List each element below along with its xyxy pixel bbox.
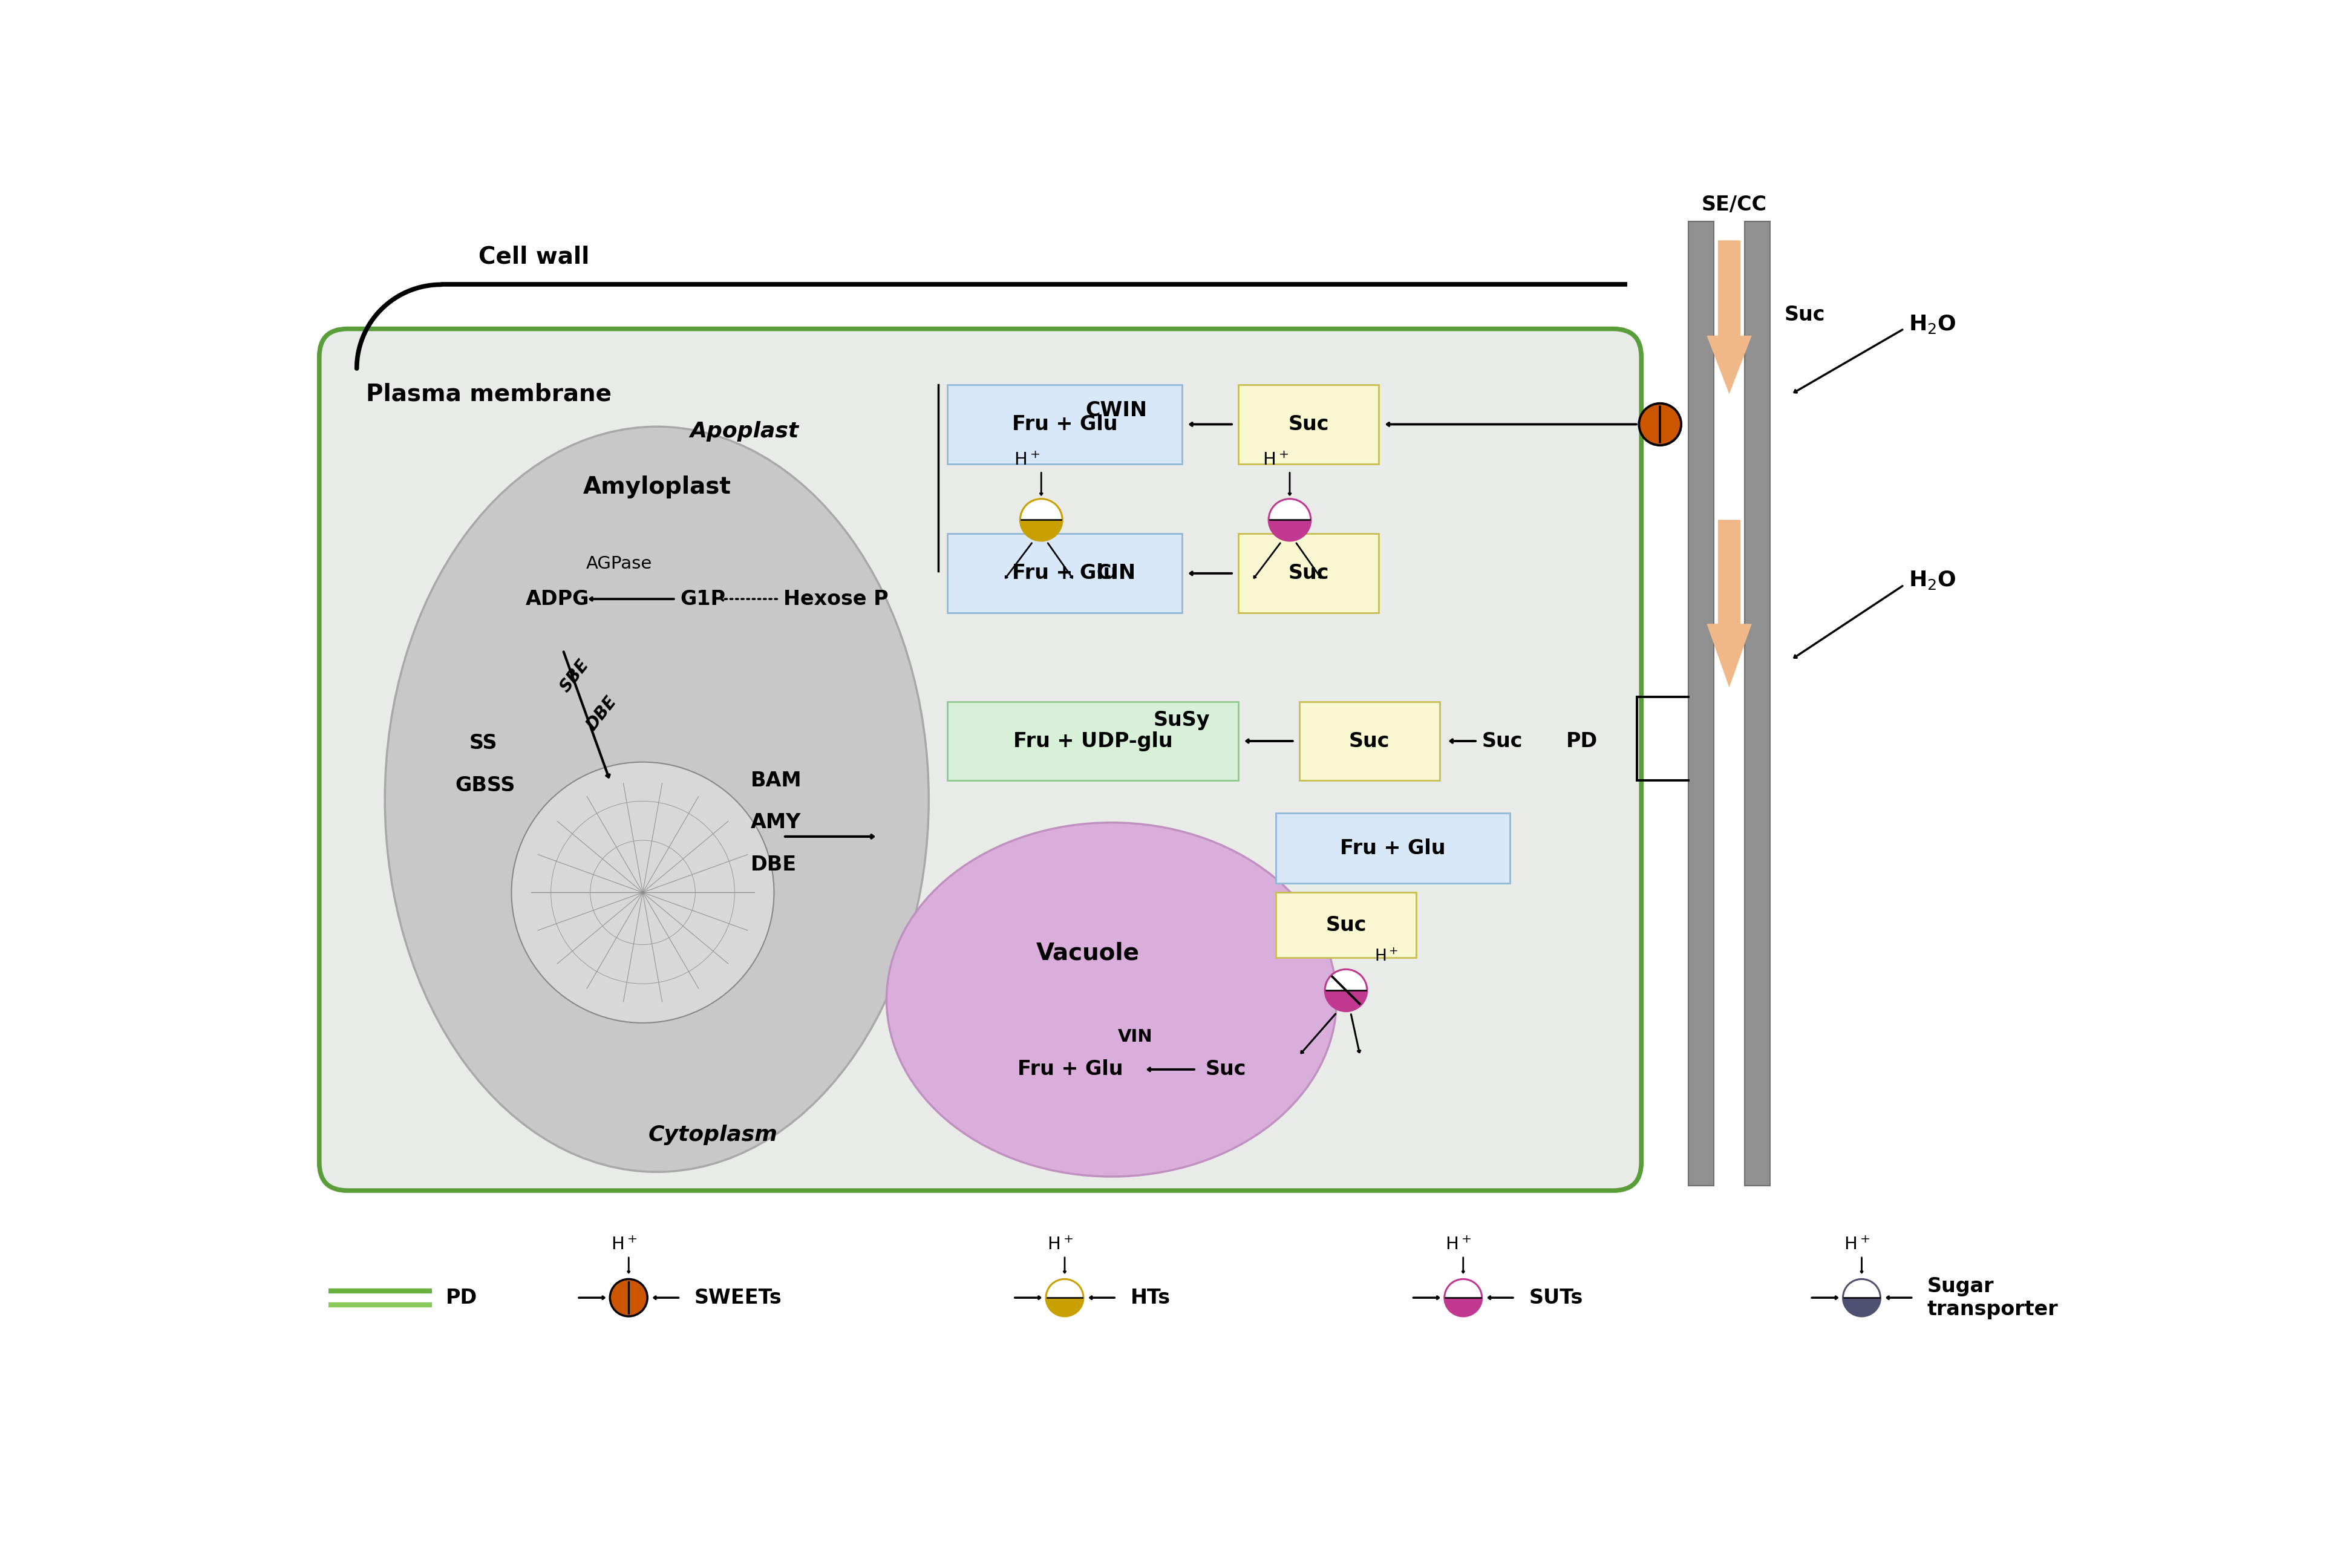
- Bar: [948, 384, 1181, 464]
- Text: Plasma membrane: Plasma membrane: [366, 383, 613, 406]
- Text: H$^+$: H$^+$: [1845, 1237, 1870, 1253]
- Circle shape: [512, 762, 773, 1022]
- Text: Vacuole: Vacuole: [1036, 941, 1139, 964]
- Text: Fru + UDP-glu: Fru + UDP-glu: [1013, 731, 1171, 751]
- Text: H$_2$O: H$_2$O: [1907, 314, 1956, 336]
- Bar: [1276, 814, 1509, 883]
- Text: DBE: DBE: [750, 855, 797, 875]
- Text: Fru + Glu: Fru + Glu: [1011, 563, 1118, 583]
- Text: Suc: Suc: [1206, 1060, 1246, 1079]
- Bar: [948, 701, 1239, 781]
- Text: Suc: Suc: [1481, 731, 1523, 751]
- Wedge shape: [1444, 1298, 1481, 1316]
- Text: H$^+$: H$^+$: [1013, 452, 1041, 469]
- Text: SWEETs: SWEETs: [694, 1287, 783, 1308]
- Bar: [948, 533, 1181, 613]
- Text: SE/CC: SE/CC: [1700, 194, 1768, 215]
- Wedge shape: [1020, 521, 1062, 541]
- Text: PD: PD: [445, 1287, 477, 1308]
- Wedge shape: [1046, 1298, 1083, 1316]
- Ellipse shape: [887, 823, 1337, 1176]
- Polygon shape: [1707, 521, 1751, 687]
- Text: H$^+$: H$^+$: [610, 1237, 638, 1253]
- Bar: [1276, 892, 1416, 958]
- Text: HTs: HTs: [1130, 1287, 1169, 1308]
- Text: Suc: Suc: [1288, 414, 1330, 434]
- Text: VIN: VIN: [1118, 1029, 1153, 1046]
- Text: H$_2$O: H$_2$O: [1907, 569, 1956, 591]
- Ellipse shape: [384, 426, 929, 1171]
- Text: Cell wall: Cell wall: [480, 245, 589, 268]
- Text: Apoplast: Apoplast: [689, 422, 799, 442]
- Text: DBE: DBE: [582, 693, 620, 734]
- Wedge shape: [1444, 1279, 1481, 1298]
- Text: Cytoplasm: Cytoplasm: [647, 1124, 778, 1145]
- Text: SuSy: SuSy: [1153, 710, 1211, 731]
- Text: SS: SS: [468, 734, 498, 753]
- Text: ADPG: ADPG: [526, 590, 589, 608]
- Polygon shape: [1707, 240, 1751, 394]
- Bar: [1239, 384, 1379, 464]
- Text: G1P: G1P: [680, 590, 727, 608]
- Text: AMY: AMY: [750, 812, 801, 833]
- Bar: [1239, 533, 1379, 613]
- Text: Fru + Glu: Fru + Glu: [1018, 1060, 1123, 1079]
- Text: GBSS: GBSS: [454, 775, 515, 795]
- Text: Fru + Glu: Fru + Glu: [1011, 414, 1118, 434]
- Text: CIN: CIN: [1097, 563, 1137, 583]
- Text: Suc: Suc: [1288, 563, 1330, 583]
- Text: H$^+$: H$^+$: [1048, 1237, 1074, 1253]
- Text: H$^+$: H$^+$: [1262, 452, 1288, 469]
- Text: H$^+$: H$^+$: [1374, 949, 1397, 964]
- Wedge shape: [1269, 499, 1311, 521]
- Text: H$^+$: H$^+$: [1446, 1237, 1472, 1253]
- Text: Suc: Suc: [1325, 916, 1367, 935]
- Wedge shape: [1325, 969, 1367, 991]
- Bar: [1744, 221, 1770, 1185]
- Text: CWIN: CWIN: [1085, 400, 1148, 420]
- Circle shape: [1640, 403, 1682, 445]
- Text: Amyloplast: Amyloplast: [582, 475, 731, 499]
- Text: Hexose P: Hexose P: [783, 590, 887, 608]
- FancyBboxPatch shape: [319, 329, 1642, 1190]
- Text: Suc: Suc: [1784, 304, 1826, 325]
- Bar: [1689, 221, 1714, 1185]
- Text: BAM: BAM: [750, 771, 801, 790]
- Bar: [1300, 701, 1439, 781]
- Text: AGPase: AGPase: [587, 555, 652, 572]
- Wedge shape: [1046, 1279, 1083, 1298]
- Text: SBE: SBE: [557, 657, 592, 695]
- Text: Fru + Glu: Fru + Glu: [1339, 839, 1446, 858]
- Circle shape: [610, 1279, 647, 1316]
- Wedge shape: [1020, 499, 1062, 521]
- Text: PD: PD: [1567, 731, 1598, 751]
- Text: SUTs: SUTs: [1528, 1287, 1584, 1308]
- Wedge shape: [1842, 1298, 1880, 1316]
- Wedge shape: [1842, 1279, 1880, 1298]
- Wedge shape: [1269, 521, 1311, 541]
- Text: Sugar
transporter: Sugar transporter: [1928, 1276, 2059, 1319]
- Text: Suc: Suc: [1348, 731, 1390, 751]
- Wedge shape: [1325, 991, 1367, 1011]
